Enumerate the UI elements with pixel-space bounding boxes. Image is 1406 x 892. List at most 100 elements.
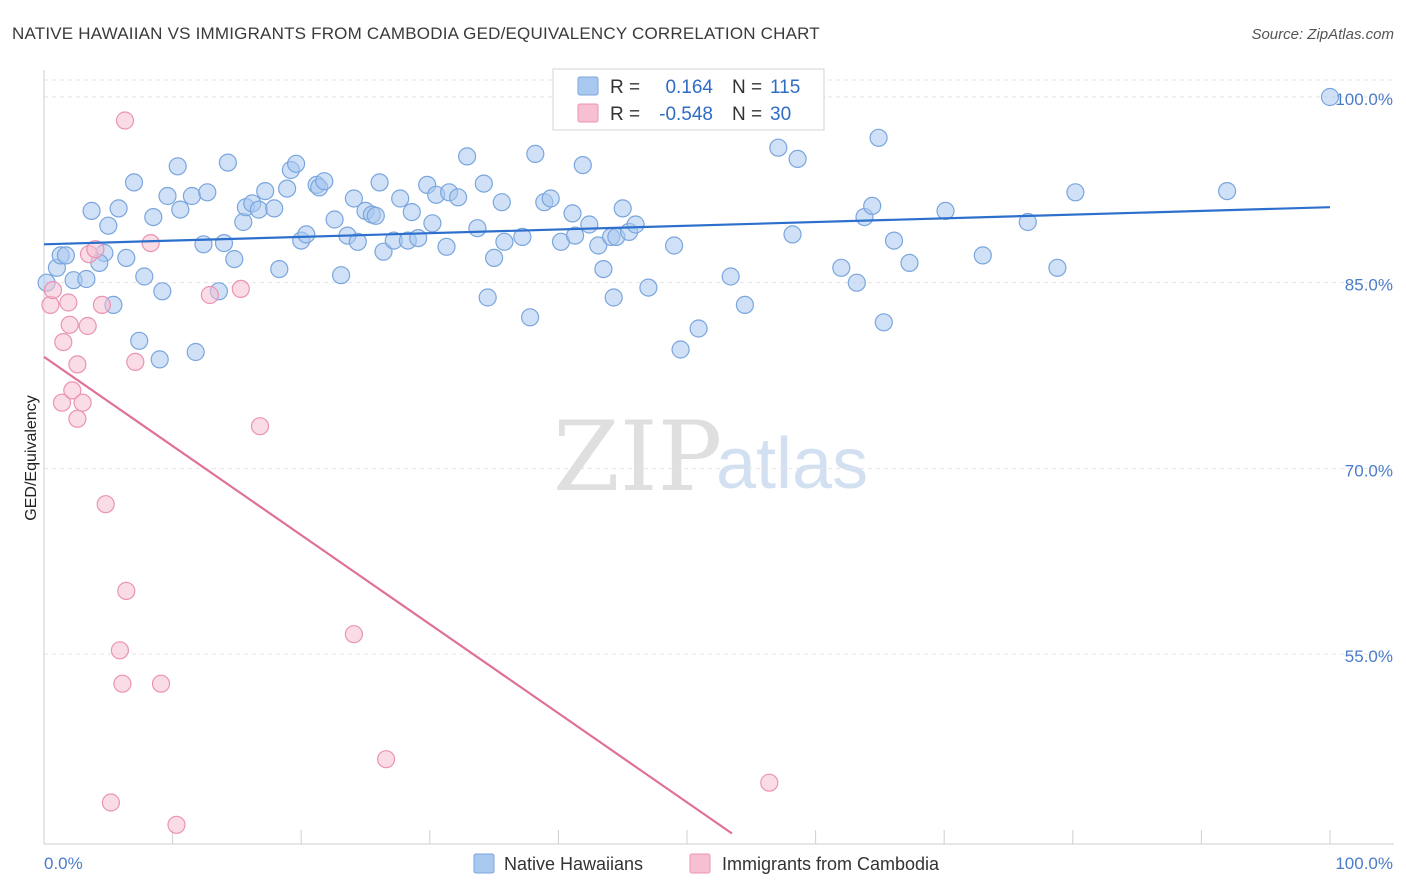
point-cambodia-3 (52, 393, 72, 412)
point-native-hawaiian-9 (99, 216, 118, 235)
point-native-hawaiian-83 (589, 236, 608, 255)
source-label: Source: ZipAtlas.com (1251, 26, 1394, 43)
x-axis-ticks (43, 830, 1331, 844)
legend-r-value-2: -0.548 (659, 104, 713, 125)
watermark-zip: ZIP (553, 401, 722, 513)
point-native-hawaiian-59 (409, 229, 428, 248)
point-native-hawaiian-73 (513, 227, 532, 246)
point-cambodia-1 (43, 281, 63, 300)
bottom-legend-label-pink: Immigrants from Cambodia (722, 854, 940, 874)
point-native-hawaiian-97 (769, 138, 788, 157)
point-cambodia-20 (126, 352, 145, 371)
point-native-hawaiian-49 (348, 232, 367, 251)
point-native-hawaiian-75 (526, 144, 545, 163)
watermark-atlas: atlas (716, 424, 868, 504)
point-native-hawaiian-52 (366, 206, 385, 225)
point-native-hawaiian-58 (402, 203, 421, 222)
y-tick-label-55: 55.0% (1345, 647, 1393, 666)
point-native-hawaiian-90 (626, 215, 645, 234)
point-native-hawaiian-11 (109, 199, 128, 218)
point-cambodia-7 (68, 355, 87, 374)
point-native-hawaiian-108 (900, 253, 919, 272)
point-native-hawaiian-34 (256, 182, 275, 201)
point-native-hawaiian-70 (485, 248, 504, 267)
point-native-hawaiian-13 (124, 173, 144, 192)
point-cambodia-29 (760, 773, 779, 792)
point-native-hawaiian-5 (77, 269, 96, 289)
point-native-hawaiian-3 (56, 246, 76, 265)
point-native-hawaiian-99 (788, 149, 807, 168)
point-native-hawaiian-16 (144, 208, 163, 227)
point-native-hawaiian-72 (492, 193, 511, 212)
point-native-hawaiian-88 (613, 199, 632, 218)
bottom-legend-swatch-pink (689, 853, 711, 874)
bottom-legend: Native Hawaiians Immigrants from Cambodi… (473, 853, 940, 874)
point-native-hawaiian-25 (198, 183, 217, 202)
point-cambodia-15 (101, 793, 121, 812)
point-native-hawaiian-14 (130, 331, 149, 350)
point-native-hawaiian-95 (721, 267, 740, 286)
point-cambodia-16 (110, 641, 130, 660)
bottom-legend-label-blue: Native Hawaiians (504, 854, 643, 874)
point-native-hawaiian-74 (520, 308, 540, 327)
point-cambodia-27 (344, 625, 363, 644)
legend-swatch-pink (577, 103, 599, 123)
point-native-hawaiian-30 (234, 212, 253, 232)
point-cambodia-12 (86, 240, 105, 259)
legend-r-label-1: R = (610, 77, 640, 98)
point-cambodia-18 (115, 111, 135, 130)
point-native-hawaiian-63 (437, 237, 456, 256)
point-native-hawaiian-18 (153, 282, 172, 301)
point-cambodia-13 (92, 295, 112, 314)
point-native-hawaiian-6 (82, 201, 101, 220)
point-native-hawaiian-96 (735, 295, 755, 314)
legend-r-value-1: 0.164 (665, 77, 713, 98)
point-native-hawaiian-81 (573, 156, 592, 175)
point-native-hawaiian-17 (150, 350, 169, 369)
point-native-hawaiian-29 (225, 250, 244, 269)
point-native-hawaiian-35 (265, 199, 284, 218)
point-native-hawaiian-109 (936, 201, 955, 220)
point-native-hawaiian-22 (182, 186, 201, 206)
point-cambodia-9 (73, 393, 92, 412)
y-tick-label-70: 70.0% (1345, 461, 1393, 480)
point-native-hawaiian-105 (869, 128, 888, 147)
point-native-hawaiian-53 (370, 173, 389, 192)
point-native-hawaiian-102 (847, 273, 866, 292)
point-native-hawaiian-93 (671, 340, 690, 359)
point-cambodia-5 (60, 315, 79, 334)
point-native-hawaiian-56 (391, 189, 410, 208)
point-cambodia-6 (63, 381, 82, 400)
point-native-hawaiian-91 (639, 278, 658, 297)
point-native-hawaiian-24 (194, 235, 213, 254)
point-native-hawaiian-82 (580, 215, 599, 234)
point-native-hawaiian-111 (1018, 212, 1037, 232)
point-native-hawaiian-80 (565, 226, 585, 245)
point-cambodia-14 (96, 495, 115, 514)
point-cambodia-21 (141, 234, 160, 253)
legend: R = 0.164 N = 115 R = -0.548 N = 30 (552, 68, 825, 131)
legend-n-value-1: 115 (770, 77, 800, 98)
point-native-hawaiian-77 (541, 189, 560, 208)
gridlines (44, 79, 1394, 655)
point-native-hawaiian-20 (168, 157, 187, 176)
point-native-hawaiian-37 (278, 179, 297, 198)
point-cambodia-19 (117, 581, 136, 601)
point-native-hawaiian-79 (563, 204, 582, 223)
point-native-hawaiian-41 (297, 225, 316, 244)
legend-swatch-blue (577, 76, 599, 96)
y-tick-label-100: 100.0% (1335, 90, 1393, 109)
point-native-hawaiian-112 (1048, 258, 1067, 277)
point-native-hawaiian-69 (478, 288, 497, 307)
point-cambodia-8 (68, 409, 87, 428)
point-cambodia-26 (250, 417, 270, 436)
point-cambodia-23 (167, 815, 186, 834)
point-native-hawaiian-61 (423, 214, 442, 233)
point-native-hawaiian-28 (218, 153, 237, 172)
y-axis-label: GED/Equivalency (23, 395, 40, 520)
point-native-hawaiian-66 (458, 147, 477, 166)
legend-n-label-2: N = (732, 104, 762, 125)
point-native-hawaiian-44 (315, 172, 334, 191)
point-native-hawaiian-54 (374, 242, 393, 261)
point-native-hawaiian-87 (604, 288, 623, 307)
